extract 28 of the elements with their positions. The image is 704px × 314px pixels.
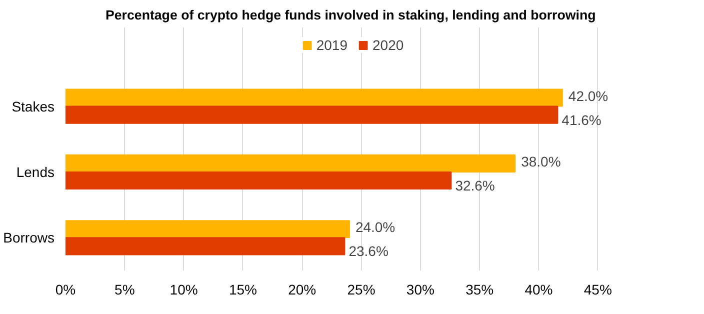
x-tick-label: 10%: [170, 282, 198, 298]
bar: [66, 106, 558, 124]
x-tick-label: 45%: [584, 282, 612, 298]
x-tick-label: 0%: [55, 282, 76, 298]
bar: [66, 154, 516, 172]
data-label: 24.0%: [355, 219, 396, 236]
data-label: 42.0%: [568, 88, 608, 104]
y-tick-label: Stakes: [12, 98, 55, 114]
x-tick-label: 35%: [466, 282, 494, 298]
y-tick-label: Borrows: [3, 230, 55, 246]
x-tick-label: 30%: [406, 282, 434, 298]
legend-label: 2020: [372, 37, 404, 53]
x-tick-label: 40%: [524, 282, 553, 298]
data-label: 23.6%: [348, 243, 388, 260]
bar: [66, 171, 452, 190]
x-tick-label: 20%: [288, 282, 316, 298]
y-tick-label: Lends: [16, 164, 55, 180]
bar: [66, 88, 563, 107]
bar: [66, 237, 346, 256]
chart-title: Percentage of crypto hedge funds involved in staking, lending and borrowing: [106, 8, 596, 22]
bar: [66, 220, 350, 238]
x-tick-label: 25%: [347, 282, 376, 298]
x-tick-label: 5%: [114, 282, 135, 298]
x-tick-label: 15%: [228, 282, 257, 298]
data-label: 38.0%: [521, 153, 561, 170]
data-label: 41.6%: [562, 112, 602, 128]
legend-label: 2019: [316, 37, 348, 53]
data-label: 32.6%: [455, 178, 495, 194]
